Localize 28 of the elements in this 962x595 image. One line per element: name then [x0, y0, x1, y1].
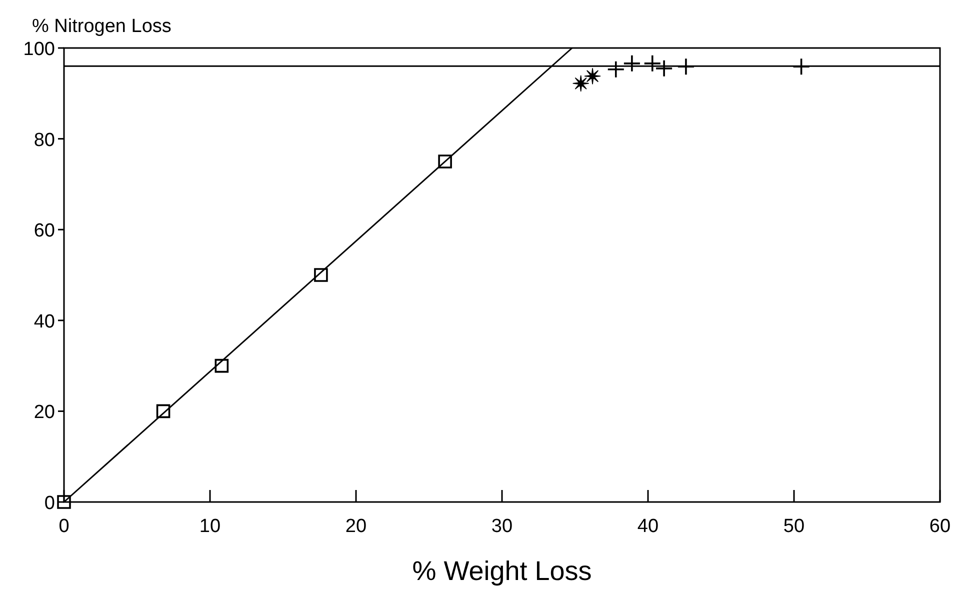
y-axis-title: % Nitrogen Loss — [32, 16, 172, 37]
x-tick-label: 20 — [345, 516, 367, 537]
y-tick-label: 40 — [34, 311, 55, 332]
x-axis-title: % Weight Loss — [412, 556, 592, 586]
x-tick-label: 0 — [58, 516, 70, 537]
y-tick-label: 20 — [34, 402, 55, 424]
point — [677, 58, 695, 76]
point — [57, 495, 71, 509]
point — [314, 268, 328, 282]
point — [606, 60, 625, 78]
point — [655, 60, 673, 78]
x-tick-label: 30 — [491, 516, 513, 537]
x-tick-label: 10 — [199, 516, 221, 537]
x-tick-label: 50 — [783, 516, 805, 537]
y-tick-label: 60 — [34, 220, 55, 242]
point — [623, 54, 641, 72]
point — [584, 68, 601, 85]
y-tick-label: 0 — [44, 493, 55, 514]
y-tick-label: 100 — [23, 39, 55, 60]
x-tick-label: 60 — [929, 516, 951, 537]
point — [156, 404, 170, 418]
point — [438, 154, 452, 168]
point — [214, 358, 229, 373]
point — [572, 75, 590, 92]
point — [643, 54, 662, 72]
x-tick-label: 40 — [637, 516, 659, 537]
y-tick-label: 80 — [34, 130, 55, 151]
point — [792, 58, 810, 76]
